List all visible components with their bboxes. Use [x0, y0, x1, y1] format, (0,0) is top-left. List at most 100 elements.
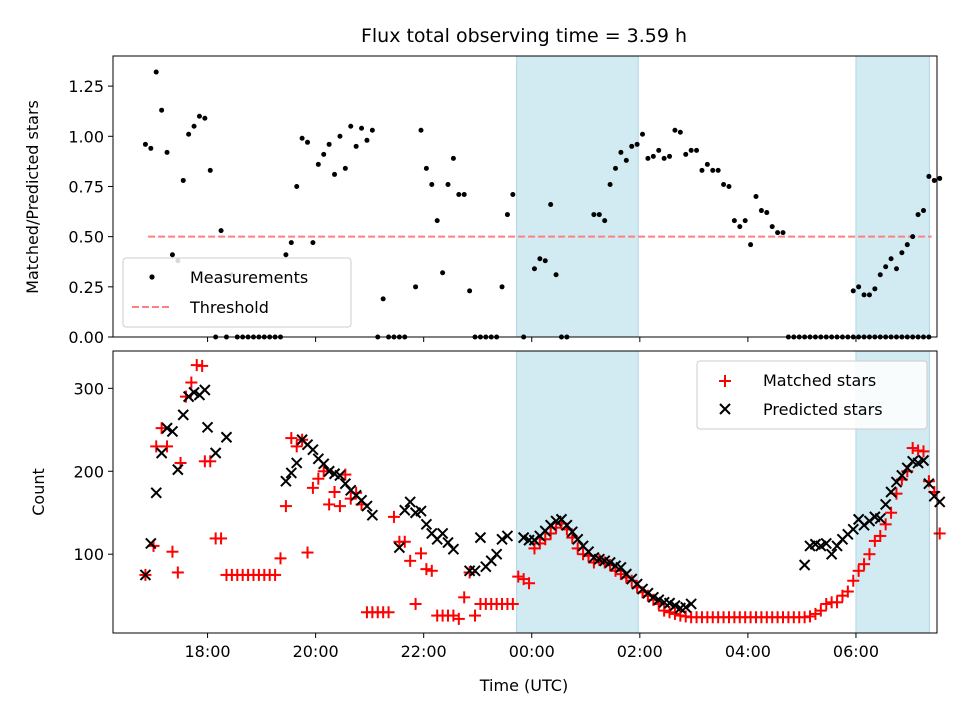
x-tick-label: 04:00	[725, 642, 771, 661]
predicted-star-point	[177, 409, 189, 421]
matched-star-point	[409, 597, 422, 610]
legend-matched-label: Matched stars	[763, 371, 876, 390]
predicted-star-point	[490, 548, 503, 560]
predicted-star-point	[566, 526, 578, 538]
predicted-star-point	[393, 541, 406, 554]
predicted-star-point	[199, 384, 211, 396]
matched-star-point	[906, 442, 919, 455]
predicted-star-point	[879, 498, 892, 511]
matched-star-point	[831, 596, 844, 609]
x-tick-label: 06:00	[833, 642, 879, 661]
legend-threshold-label: Threshold	[189, 298, 269, 317]
measurement-point	[726, 183, 732, 189]
measurement-point	[542, 258, 548, 264]
measurement-point	[283, 252, 289, 258]
matched-star-point	[414, 547, 427, 560]
matched-star-point	[858, 558, 871, 571]
predicted-star-point	[501, 530, 514, 542]
measurement-point	[196, 113, 202, 119]
matched-star-point	[663, 606, 676, 619]
y-tick-label: 1.25	[68, 77, 104, 96]
measurement-point	[737, 224, 743, 230]
measurement-point	[159, 107, 165, 113]
matched-star-point	[874, 529, 887, 542]
predicted-star-point	[145, 537, 157, 550]
measurement-point	[667, 153, 673, 159]
matched-star-point	[863, 548, 876, 561]
matched-star-point	[658, 604, 671, 617]
measurement-point	[299, 135, 305, 141]
predicted-star-point	[885, 486, 897, 498]
matched-star-point	[847, 574, 860, 587]
predicted-star-point	[820, 537, 832, 550]
matched-star-point	[933, 527, 946, 540]
matched-star-point	[285, 432, 298, 445]
matched-star-point	[512, 570, 525, 583]
matched-star-point	[625, 574, 638, 587]
measurement-point	[699, 167, 705, 173]
predicted-star-point	[139, 569, 152, 581]
measurement-point	[434, 218, 440, 224]
predicted-star-point	[685, 598, 697, 610]
top-legend-box	[122, 257, 352, 328]
measurement-point	[888, 256, 894, 262]
top-y-axis-label: Matched/Predicted stars	[23, 100, 42, 294]
measurement-point	[142, 141, 148, 147]
measurement-point	[629, 143, 635, 149]
matched-star-point	[161, 440, 174, 453]
measurement-point	[775, 230, 781, 236]
measurement-point	[866, 292, 872, 298]
measurement-point	[294, 183, 300, 189]
bottom-y-ticks: 100 200 300	[73, 379, 113, 564]
bottom-legend: Matched stars Predicted stars	[696, 360, 928, 430]
shaded-region	[516, 55, 639, 338]
predicted-star-point	[680, 601, 692, 613]
measurement-point	[326, 141, 332, 147]
top-x-ticks	[207, 337, 857, 342]
top-panel: 0.00 0.25 0.50 0.75 1.00 1.25 Matched/Predict…	[23, 55, 943, 347]
measurement-point	[872, 286, 878, 292]
measurement-point	[721, 181, 727, 187]
predicted-star-point	[209, 447, 222, 459]
measurement-point	[704, 161, 710, 167]
predicted-star-point	[604, 556, 616, 569]
measurement-point	[531, 266, 537, 272]
measurement-point	[780, 230, 786, 236]
measurement-point	[315, 161, 321, 167]
matched-star-point	[333, 500, 346, 513]
measurement-point	[380, 296, 386, 302]
measurement-point	[623, 157, 629, 163]
predicted-star-point	[334, 469, 346, 482]
matched-star-point	[166, 545, 179, 558]
matched-star-point	[917, 445, 930, 458]
measurement-point	[148, 145, 154, 151]
legend-predicted-marker	[719, 403, 731, 415]
bottom-x-ticks: 18:00 20:00 22:00 00:00 02:00 04:00 06:00	[185, 633, 879, 661]
matched-star-point	[852, 564, 865, 577]
y-tick-label: 100	[73, 545, 104, 564]
matched-star-point	[668, 607, 681, 620]
measurement-point	[337, 133, 343, 139]
predicted-star-point	[280, 475, 292, 487]
predicted-star-point	[917, 454, 930, 467]
predicted-star-point	[415, 505, 427, 517]
measurement-point	[510, 191, 516, 197]
y-tick-label: 0.25	[68, 278, 104, 297]
measurement-point	[180, 177, 186, 183]
measurement-point	[753, 194, 759, 199]
measurement-point	[742, 218, 748, 224]
predicted-star-point	[420, 518, 433, 531]
measurement-point	[656, 147, 662, 153]
predicted-star-point	[447, 543, 460, 555]
matched-star-point	[185, 376, 198, 389]
measurement-point	[937, 175, 943, 181]
legend-matched-marker	[719, 375, 731, 387]
measurement-point	[850, 288, 856, 294]
measurement-point	[191, 123, 197, 129]
shaded-region	[516, 350, 639, 634]
matched-star-point	[506, 597, 519, 610]
measurement-point	[186, 131, 192, 137]
measurement-point	[672, 127, 678, 133]
matched-star-point	[820, 597, 833, 610]
matched-star-point	[301, 546, 314, 559]
